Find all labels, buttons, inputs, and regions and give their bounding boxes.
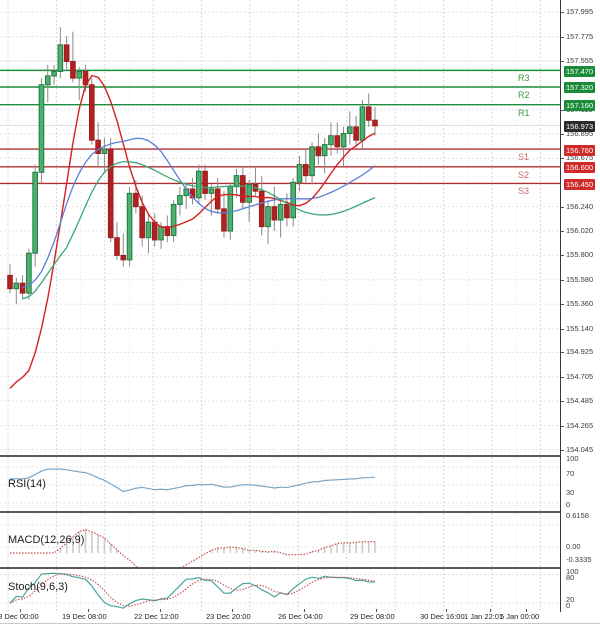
y-axis-tickmark — [561, 449, 564, 451]
y-axis-tick: 154.705 — [566, 371, 594, 381]
y-axis-tick: 154.265 — [566, 420, 594, 430]
stoch-tick-0: 0 — [566, 601, 571, 610]
rsi-tick-30: 30 — [566, 488, 575, 497]
rsi-chart-svg — [0, 457, 560, 512]
x-axis-tick: 23 Dec 20:00 — [206, 612, 251, 621]
y-axis-tick: 157.995 — [566, 7, 594, 17]
y-axis-tickmark — [561, 352, 564, 354]
stochastic-chart-svg — [0, 569, 560, 612]
y-axis-tick: 156.240 — [566, 201, 594, 211]
x-axis-tickmark — [232, 609, 233, 612]
x-axis-tick: 19 Dec 08:00 — [62, 612, 107, 621]
x-axis-tickmark — [446, 609, 447, 612]
rsi-panel[interactable] — [0, 457, 560, 512]
x-axis-tickmark — [20, 609, 21, 612]
y-axis-tick: 155.140 — [566, 323, 594, 333]
bottom-border — [0, 623, 600, 624]
price-tag-156-450[interactable]: 156.450 — [564, 178, 596, 190]
y-axis-tick: 154.045 — [566, 444, 594, 454]
x-axis-tickmark — [88, 609, 89, 612]
y-axis-tickmark — [561, 255, 564, 257]
x-axis-tick: 26 Dec 04:00 — [278, 612, 323, 621]
panel-divider-macd — [0, 511, 560, 513]
price-axis[interactable] — [560, 0, 600, 629]
pivot-label-s2: S2 — [518, 169, 530, 180]
x-axis-tick: 1 Jan 22:01 — [464, 612, 504, 621]
y-axis-tickmark — [561, 158, 564, 160]
y-axis-tickmark — [561, 376, 564, 378]
stoch-tick-80: 80 — [566, 573, 575, 582]
macd-panel[interactable] — [0, 513, 560, 568]
price-tag-157-160[interactable]: 157.160 — [564, 100, 596, 112]
y-axis-tick: 156.675 — [566, 153, 594, 163]
y-axis-tickmark — [561, 60, 564, 62]
panel-divider-rsi — [0, 455, 560, 457]
y-axis-tickmark — [561, 206, 564, 208]
x-axis-tick: 18 Dec 00:00 — [0, 612, 39, 621]
pivot-label-r1: R1 — [518, 107, 530, 118]
price-tag-156-973[interactable]: 156.973 — [564, 120, 596, 132]
y-axis-tick: 155.800 — [566, 250, 594, 260]
pivot-label-s3: S3 — [518, 186, 530, 197]
stochastic-indicator-label: Stoch(9,6,3) — [8, 581, 68, 593]
rsi-tick-0: 0 — [566, 500, 571, 509]
y-axis-tickmark — [561, 12, 564, 14]
x-axis-tickmark — [304, 609, 305, 612]
rsi-indicator-label: RSI(14) — [8, 478, 46, 490]
y-axis-tick: 156.020 — [566, 226, 594, 236]
price-axis-line — [560, 0, 561, 612]
x-axis-tick: 5 Jan 00:00 — [500, 612, 540, 621]
rsi-tick-100: 100 — [566, 454, 579, 463]
y-axis-tickmark — [561, 279, 564, 281]
macd-chart-svg — [0, 513, 560, 568]
y-axis-tick: 156.895 — [566, 129, 594, 139]
y-axis-tickmark — [561, 304, 564, 306]
stoch-tick-100: 100 — [566, 567, 579, 576]
y-axis-tickmark — [561, 109, 564, 111]
y-axis-tickmark — [561, 401, 564, 403]
y-axis-tick: 157.775 — [566, 31, 594, 41]
pivot-label-s1: S1 — [518, 152, 530, 163]
x-axis-tick: 29 Dec 08:00 — [350, 612, 395, 621]
stoch-tick-20: 20 — [566, 595, 575, 604]
macd-tick-max: 0.6158 — [566, 511, 589, 520]
price-tag-157-320[interactable]: 157.320 — [564, 82, 596, 94]
pivot-label-r2: R2 — [518, 89, 530, 100]
x-axis-tickmark — [490, 609, 491, 612]
rsi-tick-70: 70 — [566, 469, 575, 478]
macd-tick-zero: 0.00 — [566, 542, 581, 551]
x-axis-tickmark — [376, 609, 377, 612]
y-axis-tickmark — [561, 36, 564, 38]
y-axis-tickmark — [561, 231, 564, 233]
macd-indicator-label: MACD(12,26,9) — [8, 534, 85, 546]
y-axis-tick: 154.485 — [566, 396, 594, 406]
y-axis-tick: 157.555 — [566, 55, 594, 65]
y-axis-tickmark — [561, 134, 564, 136]
price-panel[interactable] — [0, 0, 560, 456]
x-axis-tickmark — [526, 609, 527, 612]
price-chart-svg — [0, 0, 560, 456]
macd-tick-min: -0.3335 — [566, 555, 592, 564]
pivot-label-r3: R3 — [518, 73, 530, 84]
price-tag-156-600[interactable]: 156.600 — [564, 162, 596, 174]
y-axis-tickmark — [561, 328, 564, 330]
x-axis-tick: 22 Dec 12:00 — [134, 612, 179, 621]
x-axis-tickmark — [160, 609, 161, 612]
price-tag-156-760[interactable]: 156.760 — [564, 144, 596, 156]
price-tag-157-470[interactable]: 157.470 — [564, 65, 596, 77]
y-axis-tick: 155.360 — [566, 299, 594, 309]
panel-divider-stoch — [0, 567, 560, 569]
x-axis-tick: 30 Dec 16:00 — [420, 612, 465, 621]
y-axis-tick: 154.925 — [566, 347, 594, 357]
y-axis-tick: 155.580 — [566, 274, 594, 284]
stochastic-panel[interactable] — [0, 569, 560, 612]
y-axis-tickmark — [561, 425, 564, 427]
